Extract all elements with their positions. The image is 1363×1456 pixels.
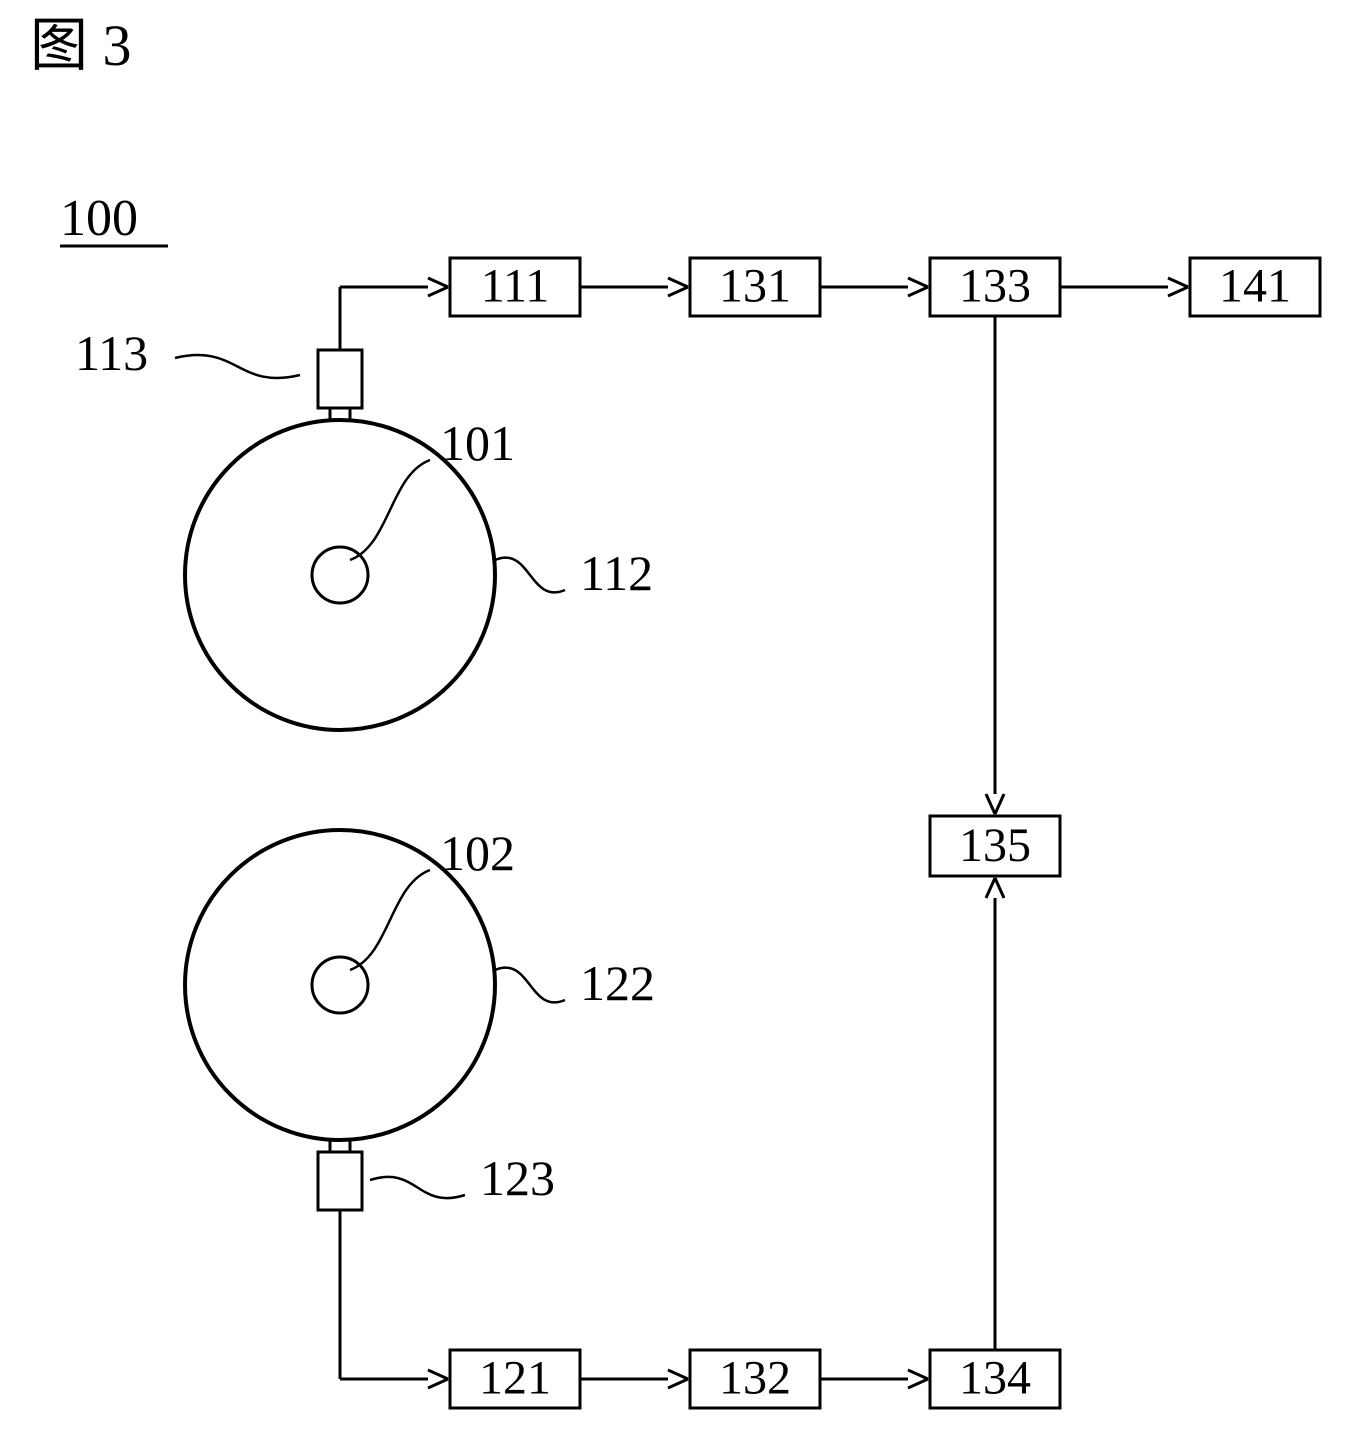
arrow-head — [668, 287, 688, 296]
arrow-head — [428, 1379, 448, 1388]
arrow-head — [995, 794, 1004, 814]
label-text: 100 — [60, 190, 138, 247]
label-text: 141 — [1219, 260, 1291, 313]
arrow-head — [668, 1379, 688, 1388]
arrow-head — [908, 1370, 928, 1379]
label-text: 113 — [75, 325, 148, 381]
label-text: 131 — [719, 260, 791, 313]
label-text: 122 — [580, 955, 655, 1011]
lead-line — [175, 355, 300, 378]
arrow-head — [908, 278, 928, 287]
label-text: 132 — [719, 1352, 791, 1405]
label-text: 123 — [480, 1150, 555, 1206]
arrow-head — [986, 794, 995, 814]
arrow-head — [995, 878, 1004, 898]
lead-line — [350, 460, 430, 560]
arrow-head — [428, 287, 448, 296]
arrow-head — [908, 287, 928, 296]
label-text: 111 — [481, 260, 549, 313]
sensor-body — [318, 350, 362, 408]
arrow-head — [986, 878, 995, 898]
lead-line — [495, 968, 565, 1003]
arrow-head — [668, 1370, 688, 1379]
lead-line — [370, 1177, 465, 1198]
lead-line — [495, 558, 565, 593]
label-text: 135 — [959, 819, 1031, 872]
arrow-head — [668, 278, 688, 287]
label-text: 133 — [959, 260, 1031, 313]
arrow-head — [908, 1379, 928, 1388]
arrow-head — [1168, 278, 1188, 287]
label-text: 112 — [580, 545, 653, 601]
label-text: 图 3 — [30, 13, 132, 78]
arrow-head — [1168, 287, 1188, 296]
label-text: 101 — [440, 415, 515, 471]
sensor-body — [318, 1152, 362, 1210]
label-text: 121 — [479, 1352, 551, 1405]
label-text: 102 — [440, 825, 515, 881]
label-text: 134 — [959, 1352, 1031, 1405]
arrow-head — [428, 1370, 448, 1379]
arrow-head — [428, 278, 448, 287]
lead-line — [350, 870, 430, 970]
